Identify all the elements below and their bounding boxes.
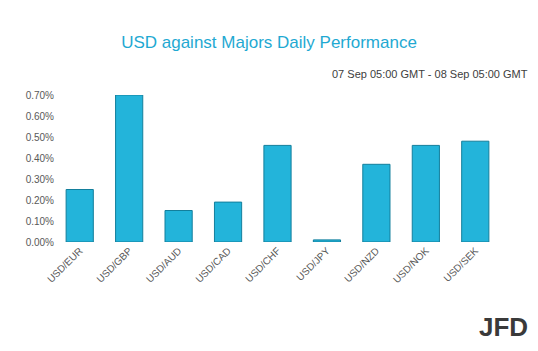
svg-text:USD/NZD: USD/NZD — [342, 245, 381, 284]
svg-text:0.70%: 0.70% — [26, 90, 54, 101]
svg-text:USD/AUD: USD/AUD — [144, 245, 184, 285]
svg-text:USD/GBP: USD/GBP — [95, 245, 135, 285]
svg-text:0.60%: 0.60% — [26, 111, 54, 122]
svg-text:0.00%: 0.00% — [26, 237, 54, 248]
svg-text:0.10%: 0.10% — [26, 216, 54, 227]
svg-text:USD/NOK: USD/NOK — [391, 245, 431, 285]
svg-text:07 Sep 05:00 GMT - 08 Sep 05:0: 07 Sep 05:00 GMT - 08 Sep 05:00 GMT — [332, 68, 528, 80]
svg-text:0.20%: 0.20% — [26, 195, 54, 206]
svg-text:USD/CAD: USD/CAD — [193, 245, 233, 285]
svg-text:0.40%: 0.40% — [26, 153, 54, 164]
svg-text:USD/JPY: USD/JPY — [294, 245, 332, 283]
svg-text:USD/CHF: USD/CHF — [243, 245, 282, 284]
svg-text:0.50%: 0.50% — [26, 132, 54, 143]
svg-text:USD against Majors Daily Perfo: USD against Majors Daily Performance — [121, 33, 417, 52]
svg-text:USD/EUR: USD/EUR — [45, 245, 85, 285]
svg-text:0.30%: 0.30% — [26, 174, 54, 185]
svg-text:JFD: JFD — [479, 312, 528, 342]
svg-text:USD/SEK: USD/SEK — [441, 245, 480, 284]
